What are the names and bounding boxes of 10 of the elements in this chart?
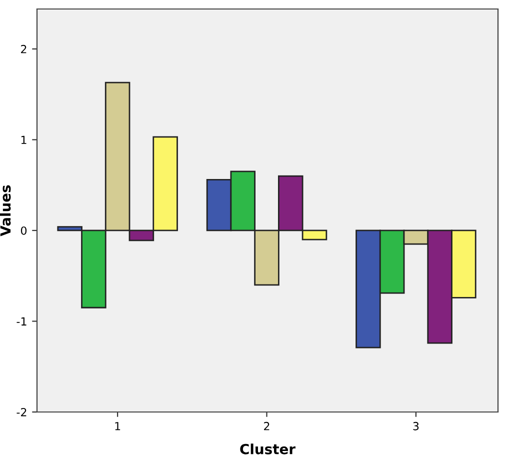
y-tick-label: -1 — [16, 317, 26, 326]
y-tick-label: -2 — [16, 408, 26, 416]
y-tick-label: 0 — [20, 226, 27, 235]
x-tick-label: 2 — [264, 422, 270, 430]
x-axis-title: Cluster — [240, 444, 296, 454]
x-tick-label: 1 — [115, 422, 120, 430]
y-axis-title: Values — [0, 185, 11, 236]
x-tick-label: 3 — [413, 422, 419, 430]
y-tick-label: 1 — [21, 136, 26, 144]
y-tick-label: 2 — [21, 44, 26, 54]
